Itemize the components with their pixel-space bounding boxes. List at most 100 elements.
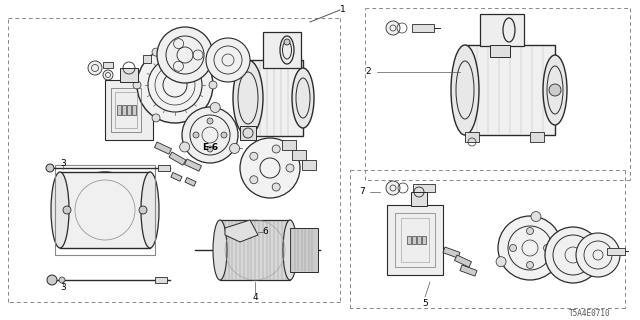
Bar bbox=[607, 248, 625, 255]
Bar bbox=[302, 160, 316, 170]
Bar bbox=[454, 255, 472, 267]
Bar bbox=[117, 105, 121, 115]
Circle shape bbox=[190, 48, 198, 56]
Bar bbox=[171, 172, 182, 181]
Bar bbox=[387, 205, 443, 275]
Bar bbox=[401, 218, 429, 262]
Circle shape bbox=[230, 143, 239, 153]
Bar bbox=[411, 192, 427, 206]
Bar bbox=[407, 236, 411, 244]
Circle shape bbox=[250, 176, 258, 184]
Bar bbox=[465, 132, 479, 142]
Bar bbox=[422, 236, 426, 244]
Circle shape bbox=[250, 152, 258, 160]
Text: 6: 6 bbox=[262, 228, 268, 236]
Circle shape bbox=[496, 257, 506, 267]
Ellipse shape bbox=[503, 18, 515, 42]
Circle shape bbox=[182, 107, 238, 163]
Circle shape bbox=[63, 206, 71, 214]
Bar bbox=[143, 55, 151, 63]
Ellipse shape bbox=[141, 172, 159, 248]
Circle shape bbox=[386, 21, 400, 35]
Circle shape bbox=[531, 212, 541, 221]
Circle shape bbox=[543, 244, 550, 252]
Circle shape bbox=[210, 102, 220, 113]
Bar bbox=[292, 150, 306, 160]
Bar bbox=[169, 152, 186, 165]
Text: 2: 2 bbox=[365, 68, 371, 76]
Circle shape bbox=[137, 47, 213, 123]
Bar bbox=[55, 165, 155, 255]
Bar bbox=[103, 62, 113, 68]
Bar bbox=[220, 220, 290, 280]
Bar bbox=[248, 60, 303, 136]
Bar bbox=[122, 105, 126, 115]
Circle shape bbox=[103, 70, 113, 80]
Bar bbox=[120, 68, 138, 82]
Circle shape bbox=[498, 216, 562, 280]
Circle shape bbox=[284, 39, 290, 45]
Ellipse shape bbox=[543, 55, 567, 125]
Bar bbox=[154, 142, 172, 154]
Circle shape bbox=[133, 81, 141, 89]
Bar bbox=[282, 140, 296, 150]
Bar bbox=[132, 105, 136, 115]
Ellipse shape bbox=[280, 36, 294, 64]
Text: 4: 4 bbox=[252, 292, 258, 301]
Circle shape bbox=[386, 181, 400, 195]
Text: E-6: E-6 bbox=[202, 143, 218, 153]
Bar bbox=[490, 45, 510, 57]
Bar bbox=[412, 236, 416, 244]
Circle shape bbox=[553, 258, 563, 268]
Bar bbox=[111, 88, 141, 132]
Circle shape bbox=[527, 228, 534, 235]
Bar bbox=[127, 105, 131, 115]
Text: 7: 7 bbox=[359, 188, 365, 196]
Bar bbox=[60, 172, 150, 248]
Ellipse shape bbox=[51, 172, 69, 248]
Bar bbox=[395, 213, 435, 267]
Ellipse shape bbox=[233, 60, 263, 136]
Text: T5A4E0710: T5A4E0710 bbox=[569, 309, 611, 318]
Circle shape bbox=[272, 145, 280, 153]
Circle shape bbox=[549, 84, 561, 96]
Ellipse shape bbox=[213, 220, 227, 280]
Bar bbox=[412, 24, 434, 32]
Bar bbox=[263, 32, 301, 68]
Circle shape bbox=[139, 206, 147, 214]
Circle shape bbox=[207, 146, 213, 152]
Bar bbox=[413, 184, 435, 192]
Circle shape bbox=[272, 183, 280, 191]
Circle shape bbox=[206, 38, 250, 82]
Bar bbox=[460, 265, 477, 276]
Circle shape bbox=[221, 132, 227, 138]
Bar bbox=[115, 92, 137, 128]
Circle shape bbox=[47, 275, 57, 285]
Bar bbox=[184, 159, 202, 171]
Circle shape bbox=[152, 114, 160, 122]
Circle shape bbox=[157, 27, 213, 83]
Bar bbox=[155, 277, 167, 283]
Bar bbox=[185, 178, 196, 186]
Bar bbox=[530, 132, 544, 142]
Circle shape bbox=[545, 227, 601, 283]
Circle shape bbox=[46, 164, 54, 172]
Polygon shape bbox=[225, 220, 258, 242]
Bar bbox=[240, 126, 256, 140]
Circle shape bbox=[286, 164, 294, 172]
Bar bbox=[480, 14, 524, 46]
Circle shape bbox=[180, 142, 189, 152]
Text: 5: 5 bbox=[422, 299, 428, 308]
Circle shape bbox=[193, 132, 199, 138]
Circle shape bbox=[209, 81, 217, 89]
Text: 3: 3 bbox=[60, 158, 66, 167]
Circle shape bbox=[190, 114, 198, 122]
Circle shape bbox=[59, 277, 65, 283]
Text: 3: 3 bbox=[60, 284, 66, 292]
Bar bbox=[417, 236, 421, 244]
Bar bbox=[465, 45, 555, 135]
Text: 1: 1 bbox=[340, 4, 346, 13]
Circle shape bbox=[207, 118, 213, 124]
Circle shape bbox=[527, 261, 534, 268]
Bar bbox=[443, 247, 460, 258]
